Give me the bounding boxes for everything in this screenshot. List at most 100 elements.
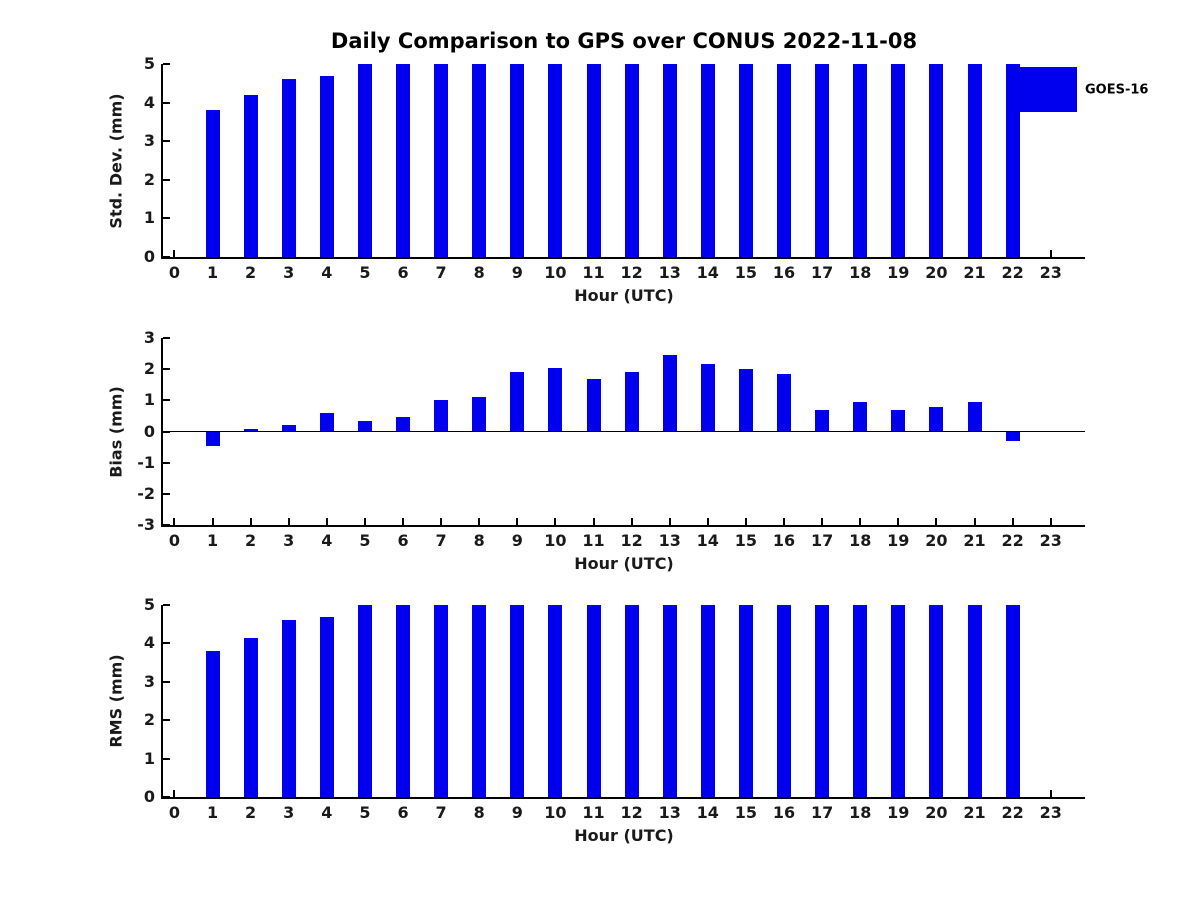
y-tick-label: 2	[143, 169, 155, 189]
bar-hour-13	[662, 355, 677, 432]
bar-hour-14	[700, 605, 715, 797]
y-tick-mark	[163, 680, 170, 683]
x-tick-label: 8	[473, 263, 485, 282]
bar-hour-12	[624, 372, 639, 432]
x-tick-label: 1	[206, 263, 219, 282]
bar-hour-18	[853, 605, 868, 797]
y-tick-mark	[163, 399, 170, 402]
x-tick-label: 4	[321, 263, 333, 282]
x-tick-label: 15	[734, 803, 758, 822]
x-tick-label: 19	[887, 803, 910, 822]
y-tick-mark	[163, 757, 170, 760]
bar-hour-20	[929, 605, 944, 797]
x-tick-label: 4	[321, 531, 333, 550]
bar-hour-15	[738, 369, 753, 432]
x-tick-mark	[821, 518, 824, 525]
x-tick-label: 9	[511, 263, 523, 282]
chart-title: Daily Comparison to GPS over CONUS 2022-…	[330, 29, 918, 53]
x-tick-label: 14	[696, 531, 719, 550]
bar-hour-16	[777, 373, 792, 432]
y-tick-mark	[163, 796, 170, 798]
x-tick-mark	[1011, 518, 1014, 525]
bar-hour-11	[586, 378, 601, 432]
y-tick-label: -2	[137, 483, 155, 503]
x-tick-label: 0	[168, 531, 180, 550]
bar-hour-16	[777, 605, 792, 797]
y-tick-mark	[163, 178, 170, 181]
x-tick-label: 12	[620, 263, 643, 282]
x-tick-mark	[897, 518, 900, 525]
bar-hour-5	[357, 420, 372, 432]
y-tick-mark	[163, 719, 170, 722]
x-tick-mark	[478, 518, 481, 525]
y-tick-label: 1	[143, 748, 155, 768]
x-tick-label: 4	[321, 803, 333, 822]
bar-hour-16	[777, 64, 792, 257]
bar-hour-8	[472, 64, 487, 257]
x-tick-label: 22	[1001, 531, 1024, 550]
x-tick-label: 5	[359, 803, 371, 822]
bar-hour-15	[738, 605, 753, 797]
x-tick-label: 21	[963, 263, 986, 282]
bar-hour-20	[929, 64, 944, 257]
y-tick-mark	[163, 461, 170, 464]
bar-hour-3	[281, 620, 296, 797]
x-tick-label: 6	[397, 263, 409, 282]
x-tick-mark	[706, 518, 709, 525]
bar-hour-17	[815, 64, 830, 257]
y-tick-label: 5	[143, 595, 155, 614]
bar-hour-17	[815, 409, 830, 432]
y-tick-label: 2	[143, 359, 155, 379]
bar-hour-6	[396, 605, 411, 797]
bar-hour-2	[243, 94, 258, 257]
bar-hour-3	[281, 425, 296, 432]
x-tick-mark	[1049, 250, 1052, 257]
x-tick-label: 17	[810, 531, 834, 550]
x-tick-label: 1	[206, 531, 219, 550]
x-tick-mark	[173, 518, 176, 525]
x-tick-mark	[1049, 790, 1052, 797]
x-tick-label: 5	[359, 263, 371, 282]
xlabel-std-dev: Hour (UTC)	[574, 286, 674, 305]
plot-area-rms: RMS (mm) Hour (UTC) 0 1 2 3 4 5 0 1 2 3 4 5 6 7 8 9 10 11…	[107, 595, 1085, 845]
bar-hour-11	[586, 64, 601, 257]
bar-hour-3	[281, 79, 296, 257]
bar-hour-9	[510, 605, 525, 797]
x-tick-label: 3	[283, 263, 295, 282]
bar-hour-12	[624, 605, 639, 797]
bar-hour-13	[662, 605, 677, 797]
x-tick-label: 22	[1001, 803, 1024, 822]
bar-hour-19	[891, 64, 906, 257]
bar-hour-6	[396, 416, 411, 432]
legend-label-goes16: GOES-16	[1085, 82, 1149, 97]
y-tick-mark	[163, 256, 170, 258]
x-tick-label: 21	[963, 803, 986, 822]
bar-hour-14	[700, 64, 715, 257]
x-tick-label: 7	[435, 531, 447, 550]
bar-hour-7	[434, 400, 449, 432]
bar-hour-11	[586, 605, 601, 797]
x-tick-label: 7	[435, 803, 447, 822]
x-tick-label: 18	[849, 531, 872, 550]
x-tick-label: 3	[283, 803, 295, 822]
bar-hour-21	[967, 64, 982, 257]
y-tick-label: 2	[143, 710, 155, 730]
x-tick-label: 17	[810, 803, 834, 822]
x-tick-mark	[744, 518, 747, 525]
x-tick-label: 11	[582, 531, 605, 550]
y-tick-label: 4	[143, 633, 155, 653]
x-tick-label: 23	[1039, 803, 1062, 822]
bar-hour-2	[243, 637, 258, 797]
x-tick-label: 17	[810, 263, 834, 282]
x-tick-label: 16	[772, 803, 796, 822]
bar-hour-9	[510, 372, 525, 432]
bar-hour-1	[205, 651, 220, 797]
y-tick-mark	[163, 492, 170, 495]
x-tick-label: 19	[887, 263, 910, 282]
x-tick-label: 9	[511, 531, 523, 550]
y-tick-label: 1	[143, 208, 155, 228]
x-tick-label: 1	[206, 803, 219, 822]
x-tick-label: 2	[245, 263, 257, 282]
x-tick-label: 14	[696, 263, 719, 282]
